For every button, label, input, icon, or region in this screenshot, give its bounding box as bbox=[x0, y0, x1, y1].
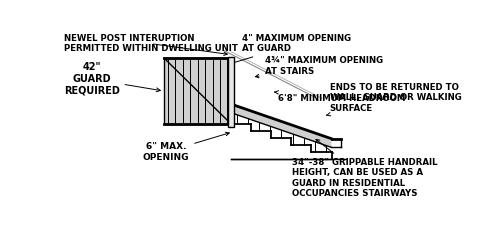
Polygon shape bbox=[231, 104, 332, 147]
Text: 4" MAXIMUM OPENING
AT GUARD: 4" MAXIMUM OPENING AT GUARD bbox=[229, 34, 351, 65]
Text: 6'8" MINIMUM HEADROOM: 6'8" MINIMUM HEADROOM bbox=[275, 91, 405, 103]
Text: NEWEL POST INTERUPTION
PERMITTED WITHIN DWELLING UNIT: NEWEL POST INTERUPTION PERMITTED WITHIN … bbox=[64, 34, 238, 55]
Text: 6" MAX.
OPENING: 6" MAX. OPENING bbox=[143, 132, 229, 162]
Text: 34"-38" GRIPPABLE HANDRAIL
HEIGHT, CAN BE USED AS A
GUARD IN RESIDENTIAL
OCCUPAN: 34"-38" GRIPPABLE HANDRAIL HEIGHT, CAN B… bbox=[292, 140, 438, 198]
Bar bbox=[228, 57, 234, 128]
Text: 42"
GUARD
REQUIRED: 42" GUARD REQUIRED bbox=[64, 62, 160, 96]
Bar bbox=[164, 58, 231, 124]
Text: 4¾" MAXIMUM OPENING
AT STAIRS: 4¾" MAXIMUM OPENING AT STAIRS bbox=[255, 56, 383, 78]
Text: ENDS TO BE RETURNED TO
WALL, GUARD OR WALKING
SURFACE: ENDS TO BE RETURNED TO WALL, GUARD OR WA… bbox=[327, 83, 461, 116]
